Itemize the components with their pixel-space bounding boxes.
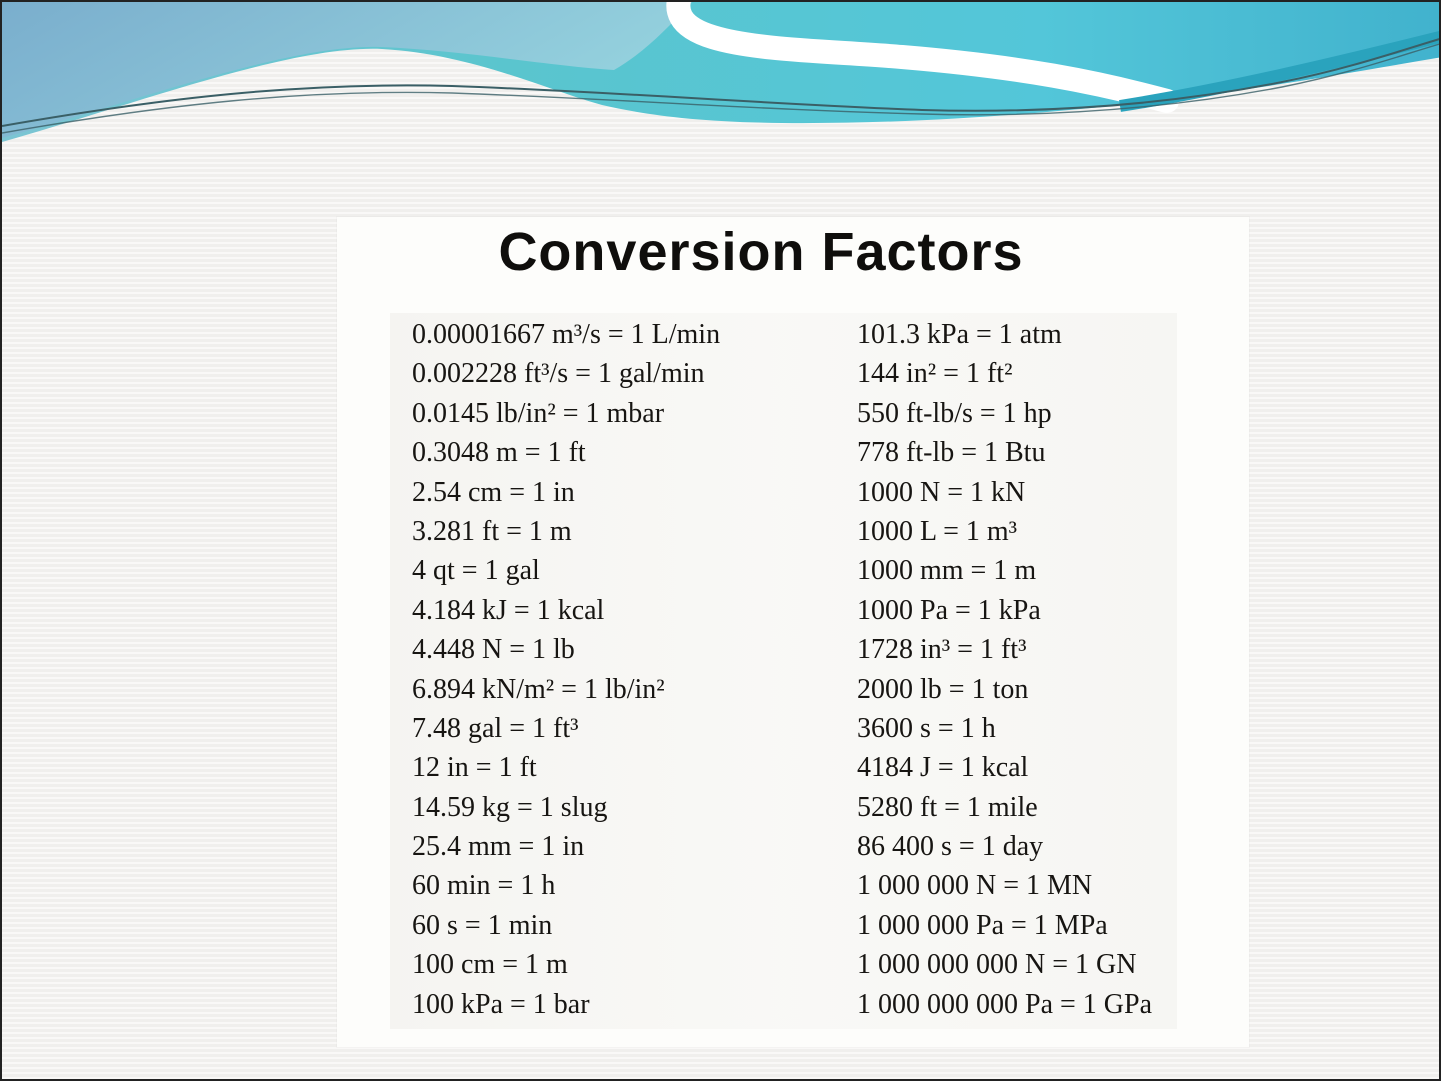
wave-left-lobe [2, 2, 692, 138]
conversion-row: 4 qt = 1 gal [412, 555, 540, 587]
conversion-row: 1 000 000 000 N = 1 GN [857, 949, 1137, 981]
conversion-table-image: Conversion Factors 0.00001667 m³/s = 1 L… [337, 217, 1249, 1047]
wave-dark-edge [1119, 31, 1439, 112]
conversion-row: 3600 s = 1 h [857, 712, 996, 744]
conversion-row: 0.0145 lb/in² = 1 mbar [412, 397, 665, 429]
conversion-row: 1 000 000 Pa = 1 MPa [857, 909, 1108, 941]
wave-white-streak [666, 2, 1179, 113]
conversion-row: 86 400 s = 1 day [857, 831, 1044, 863]
conversion-row: 2.54 cm = 1 in [412, 476, 575, 508]
conversion-row: 4.448 N = 1 lb [412, 634, 575, 666]
page-title: Conversion Factors [498, 222, 1024, 282]
decorative-wave-header [2, 2, 1439, 142]
wave-thin-line-2 [2, 43, 1439, 134]
conversion-table: 0.00001667 m³/s = 1 L/min 0.002228 ft³/s… [390, 313, 1177, 1029]
conversion-row: 1728 in³ = 1 ft³ [857, 634, 1027, 666]
conversion-row: 7.48 gal = 1 ft³ [412, 712, 579, 744]
conversion-row: 0.002228 ft³/s = 1 gal/min [412, 358, 705, 390]
conversion-row: 1 000 000 N = 1 MN [857, 870, 1093, 902]
conversion-row: 4.184 kJ = 1 kcal [412, 594, 605, 626]
conversion-row: 778 ft-lb = 1 Btu [857, 437, 1046, 469]
wave-thin-line-1 [2, 38, 1439, 127]
conversion-row: 14.59 kg = 1 slug [412, 791, 608, 823]
conversion-row: 1 000 000 000 Pa = 1 GPa [857, 988, 1153, 1020]
conversion-row: 101.3 kPa = 1 atm [857, 319, 1062, 350]
conversion-row: 1000 N = 1 kN [857, 476, 1026, 508]
conversion-row: 25.4 mm = 1 in [412, 831, 585, 863]
conversion-row: 550 ft-lb/s = 1 hp [857, 397, 1052, 429]
conversion-row: 4184 J = 1 kcal [857, 752, 1029, 784]
conversion-row: 2000 lb = 1 ton [857, 673, 1029, 705]
conversion-column-left: 0.00001667 m³/s = 1 L/min 0.002228 ft³/s… [412, 315, 720, 1024]
conversion-row: 0.3048 m = 1 ft [412, 437, 586, 469]
conversion-row: 60 min = 1 h [412, 870, 556, 902]
conversion-row: 3.281 ft = 1 m [412, 515, 572, 547]
conversion-row: 1000 Pa = 1 kPa [857, 594, 1041, 626]
conversion-row: 0.00001667 m³/s = 1 L/min [412, 319, 721, 350]
conversion-row: 144 in² = 1 ft² [857, 358, 1013, 390]
conversion-row: 60 s = 1 min [412, 909, 553, 941]
conversion-row: 1000 L = 1 m³ [857, 515, 1018, 547]
conversion-column-right: 101.3 kPa = 1 atm 144 in² = 1 ft² 550 ft… [857, 315, 1152, 1024]
conversion-row: 100 cm = 1 m [412, 949, 568, 981]
conversion-row: 12 in = 1 ft [412, 752, 537, 784]
conversion-row: 100 kPa = 1 bar [412, 988, 590, 1020]
conversion-row: 6.894 kN/m² = 1 lb/in² [412, 673, 665, 705]
conversion-row: 1000 mm = 1 m [857, 555, 1037, 587]
conversion-row: 5280 ft = 1 mile [857, 791, 1038, 823]
